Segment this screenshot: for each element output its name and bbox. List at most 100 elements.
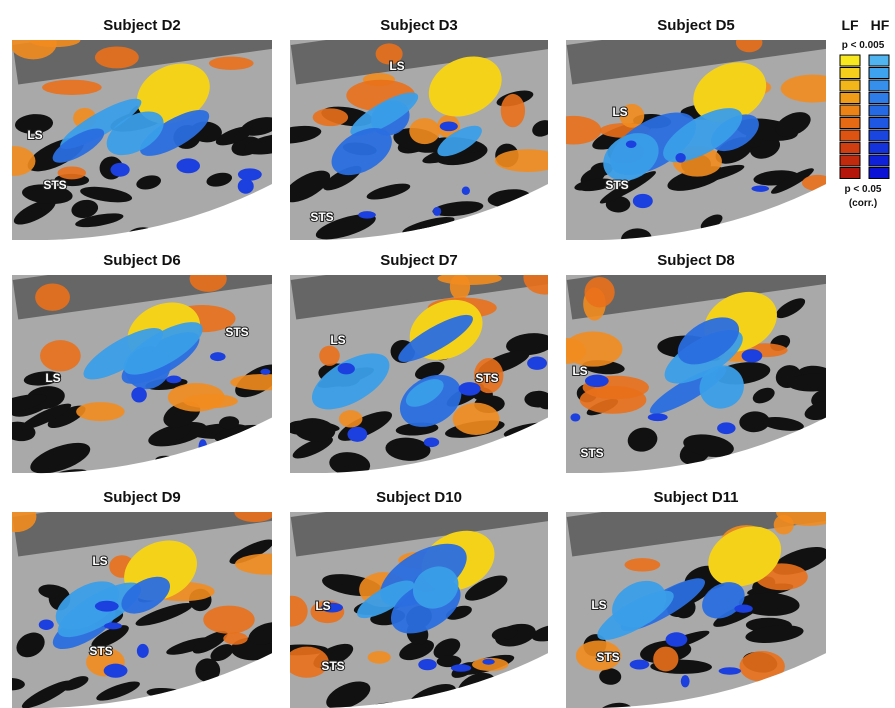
sulcus [506,333,548,356]
hf-spot [418,659,437,671]
hf-spot [647,413,668,422]
lf-activation [575,640,622,671]
lf-activation [35,283,70,311]
lf-activation [338,410,363,428]
lf-activation [624,558,661,572]
legend-note: (corr.) [849,198,877,209]
sulcus [293,418,336,442]
lf-activation [12,146,36,176]
lf-activation [739,651,785,682]
lf-activation [319,345,340,366]
hf-spot [751,185,770,192]
sulcus [91,625,129,649]
lf-activation [735,40,763,53]
sulcus [206,172,233,187]
sulcus [577,178,614,192]
sulcus [315,214,376,240]
lf-peak [693,62,767,123]
hf-spot [482,658,495,665]
panel-title: Subject D8 [657,252,735,269]
legend-swatch [868,142,890,154]
lf-activation [773,514,794,535]
legend-swatch [868,154,890,167]
lf-activation [167,382,225,412]
legend-swatch [839,67,861,79]
sulcus [464,575,508,601]
lf-activation [653,646,679,672]
legend-swatch [839,54,861,67]
sulcus [739,411,770,433]
hf-activation [612,580,667,628]
legend-swatch [868,54,890,67]
lf-activation [57,166,86,180]
hf-activation [123,322,203,375]
sulcus [21,680,73,708]
legend-swatch [868,129,890,142]
sulcus [229,539,272,564]
panel-title: Subject D7 [380,252,458,269]
legend-swatch [868,67,890,79]
legend-swatch [839,154,861,167]
hf-activation [83,328,164,380]
lf-activation [500,93,526,128]
hf-activation [437,125,482,157]
lf-activation [94,46,139,69]
sulcus [385,437,431,461]
hf-spot [450,664,472,672]
sulcus [491,626,518,641]
legend-swatch [839,92,861,104]
sulcus [218,450,257,469]
sulcus [745,625,804,644]
brain-map [12,275,272,474]
lf-activation [494,149,548,173]
sulcus [21,403,72,430]
sulcus [71,199,99,219]
hf-spot [717,422,736,435]
sulcus [219,416,240,430]
region-label: STS [310,210,333,224]
brain-map [290,512,548,708]
region-label: LS [27,128,42,142]
legend-bottom: p < 0.05 [845,184,882,195]
lf-activation [780,74,826,103]
sulcus [215,126,254,146]
hf-spot [104,622,122,630]
sulcus [22,184,73,205]
sulcus [158,424,192,445]
hf-activation [106,111,164,156]
hf-spot [765,213,776,225]
sulcus [524,390,548,408]
dark-band [290,275,548,320]
hf-activation [663,108,743,163]
sulcus [432,201,484,217]
lf-activation [208,56,254,70]
lf-activation [566,115,602,145]
hf-spot [210,352,226,362]
lf-activation [203,605,255,634]
sulcus [811,389,826,408]
hf-activation [398,314,473,362]
sulcus [244,133,272,155]
dark-band [12,512,272,557]
legend-column: LF [841,17,859,33]
lf-activation [290,646,329,678]
sulcus [436,655,462,668]
hf-activation [603,133,659,181]
panel-title: Subject D5 [657,17,735,34]
legend-swatch [868,79,890,92]
hf-spot [136,643,149,658]
lf-activation [29,40,81,48]
hf-spot [38,619,54,630]
hf-activation [677,317,740,365]
sulcus [627,427,658,452]
dark-band [12,40,272,85]
lf-activation [452,402,500,436]
hf-activation [350,92,419,136]
sulcus [531,623,548,642]
region-label: STS [43,178,66,192]
lf-activation [367,650,391,664]
sulcus [80,186,133,203]
sulcus [12,394,47,415]
hf-spot [458,382,481,396]
sulcus [774,674,826,692]
